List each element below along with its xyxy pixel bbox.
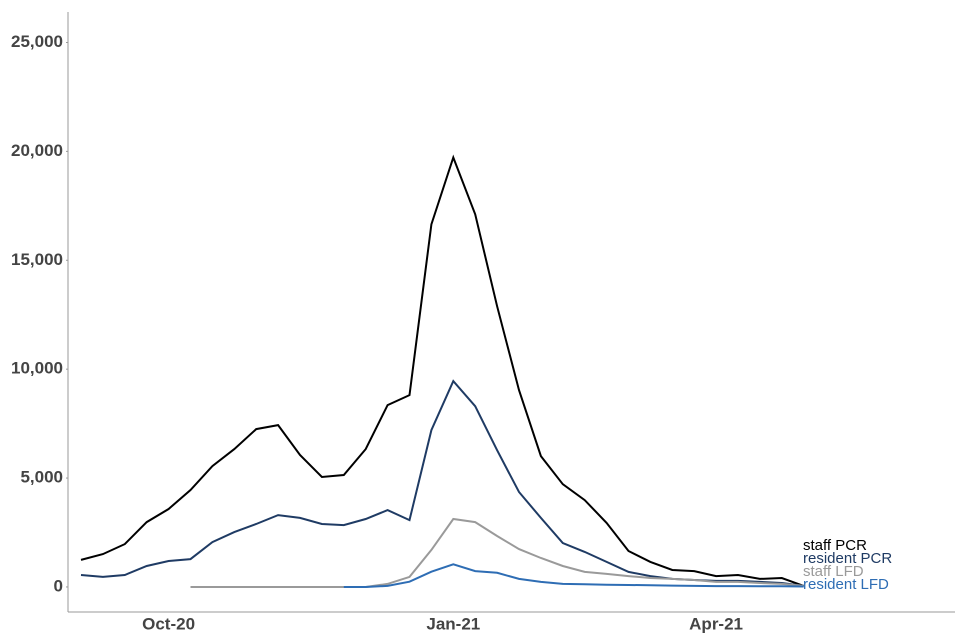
y-tick-label: 20,000 bbox=[11, 141, 63, 160]
y-tick-label: 10,000 bbox=[11, 359, 63, 378]
legend-label: resident PCR bbox=[803, 550, 892, 567]
legend-label: staff PCR bbox=[803, 537, 867, 554]
legend-label: resident LFD bbox=[803, 576, 889, 593]
y-tick-label: 0 bbox=[54, 576, 63, 595]
x-tick-label: Apr-21 bbox=[689, 614, 743, 633]
y-tick-label: 15,000 bbox=[11, 250, 63, 269]
x-tick-label: Oct-20 bbox=[142, 614, 195, 633]
series-line bbox=[80, 154, 805, 587]
series-line bbox=[343, 563, 804, 588]
x-tick-label: Jan-21 bbox=[426, 614, 480, 633]
series-line bbox=[190, 517, 804, 588]
legend-label: staff LFD bbox=[803, 563, 864, 580]
series-line bbox=[80, 379, 804, 587]
y-tick-label: 25,000 bbox=[11, 32, 63, 51]
y-tick-label: 5,000 bbox=[20, 468, 63, 487]
